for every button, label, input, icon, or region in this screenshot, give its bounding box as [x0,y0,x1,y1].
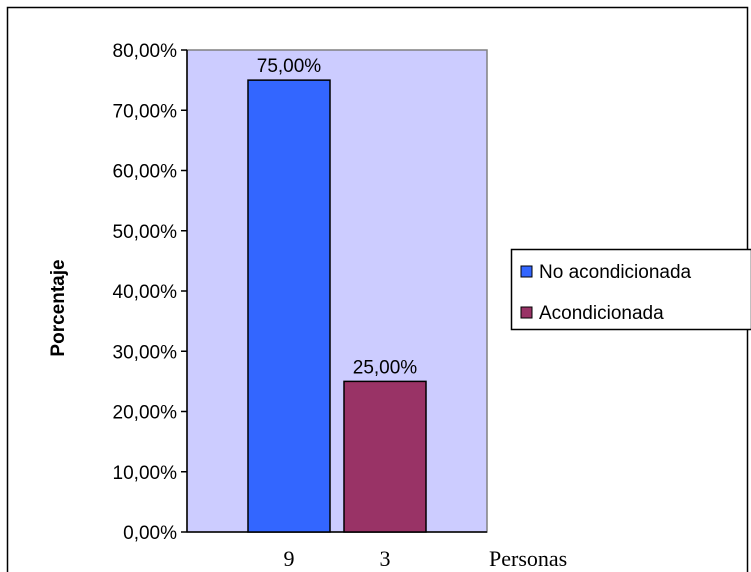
legend-swatch-no-acondicionada [520,265,533,278]
legend-box [510,248,751,331]
bars [247,79,427,533]
y-tick-label: 30,00% [113,342,178,363]
category-label: 9 [284,546,295,571]
data-label: 25,00% [353,357,418,378]
data-labels: 75,00% 25,00% [257,56,418,378]
y-ticks: 0,00% 10,00% 20,00% 30,00% 40,00% 50,00% 60,00… [113,41,187,544]
y-tick-label: 60,00% [113,162,178,183]
legend-label-acondicionada: Acondicionada [539,303,664,324]
y-tick-label: 10,00% [113,463,178,484]
legend-swatch-acondicionada [520,306,533,319]
y-tick-label: 0,00% [123,523,177,544]
bar-acondicionada [343,380,427,533]
plot-area [186,49,488,533]
legend: No acondicionada Acondicionada [510,248,751,331]
y-tick-label: 80,00% [113,41,178,62]
y-tick-label: 70,00% [113,101,178,122]
y-axis-title: Porcentaje [48,259,69,356]
bar-no-acondicionada [247,79,331,533]
y-tick-label: 20,00% [113,403,178,424]
y-tick-label: 50,00% [113,222,178,243]
category-label: 3 [380,546,391,571]
y-tick-label: 40,00% [113,282,178,303]
legend-label-no-acondicionada: No acondicionada [539,262,692,283]
x-axis-title: Personas [489,546,567,571]
data-label: 75,00% [257,56,322,77]
